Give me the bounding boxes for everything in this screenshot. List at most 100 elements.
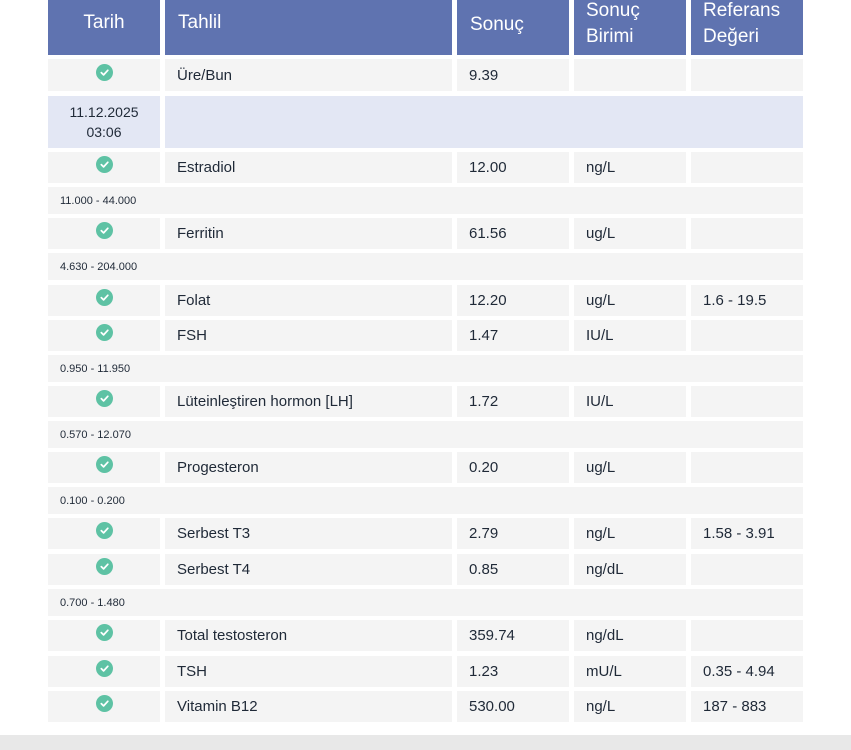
check-circle-icon [95, 456, 113, 473]
test-name: FSH [177, 327, 207, 344]
reference-range-row: 0.700 - 1.480 [48, 589, 803, 616]
status-cell [48, 518, 160, 549]
reference-cell [691, 59, 803, 91]
reference-range-row: 4.630 - 204.000 [48, 253, 803, 280]
reference-value-cell [691, 320, 803, 351]
result-value: 2.79 [469, 525, 499, 542]
date-group-cell: 11.12.2025 03:06 [48, 96, 160, 148]
date-group-date: 11.12.2025 [69, 104, 139, 120]
reference-value-cell [691, 554, 803, 585]
unit-value-cell: IU/L [574, 320, 686, 351]
check-circle-icon [95, 156, 113, 173]
reference-value-cell: 1.58 - 3.91 [691, 518, 803, 549]
unit-value: ug/L [586, 225, 616, 242]
result-value: 1.72 [469, 393, 499, 410]
test-name: Estradiol [177, 159, 236, 176]
test-name-cell: Serbest T3 [165, 518, 452, 549]
result-value-cell: 12.00 [457, 152, 569, 183]
result-value-cell: 61.56 [457, 218, 569, 249]
unit-value: ng/dL [586, 561, 624, 578]
reference-value-cell [691, 620, 803, 651]
reference-range-text: 4.630 - 204.000 [60, 260, 138, 273]
test-name-cell: Ferritin [165, 218, 452, 249]
test-name-cell: Total testosteron [165, 620, 452, 651]
unit-value: ng/L [586, 698, 616, 715]
reference-range-text: 0.950 - 11.950 [60, 362, 131, 375]
check-circle-icon [95, 222, 113, 239]
header-date: Tarih [48, 0, 160, 55]
test-name: TSH [177, 663, 207, 680]
result-value: 0.20 [469, 459, 499, 476]
reference-range-text: 11.000 - 44.000 [60, 194, 137, 207]
result-value-cell: 359.74 [457, 620, 569, 651]
reference-value-cell: 0.35 - 4.94 [691, 656, 803, 687]
unit-cell [574, 59, 686, 91]
test-name: Folat [177, 292, 211, 309]
reference-range-row: 11.000 - 44.000 [48, 187, 803, 214]
result-value-cell: 1.23 [457, 656, 569, 687]
unit-value-cell: ng/dL [574, 620, 686, 651]
test-name: Üre/Bun [177, 66, 233, 84]
unit-value: ng/L [586, 525, 616, 542]
check-circle-icon [95, 624, 113, 641]
unit-value: ug/L [586, 459, 616, 476]
unit-value: ng/dL [586, 627, 624, 644]
reference-value-cell: 1.6 - 19.5 [691, 285, 803, 316]
test-name: Lüteinleştiren hormon [LH] [177, 393, 353, 410]
page-bottom-gray [0, 735, 851, 750]
check-circle-icon [95, 660, 113, 677]
status-cell [48, 452, 160, 483]
result-value: 61.56 [469, 225, 507, 242]
result-value: 12.20 [469, 292, 507, 309]
reference-range-text: 0.100 - 0.200 [60, 494, 125, 507]
test-name: Total testosteron [177, 627, 288, 644]
reference-value-cell [691, 452, 803, 483]
unit-value: IU/L [586, 327, 614, 344]
header-unit: Sonuç Birimi [574, 0, 686, 55]
reference-range-row: 0.570 - 12.070 [48, 421, 803, 448]
reference-range-text: 0.570 - 12.070 [60, 428, 131, 441]
unit-value-cell: IU/L [574, 386, 686, 417]
status-cell [48, 218, 160, 249]
test-name-cell: Serbest T4 [165, 554, 452, 585]
reference-value-cell [691, 386, 803, 417]
result-value: 12.00 [469, 159, 507, 176]
status-cell [48, 656, 160, 687]
unit-value-cell: ng/dL [574, 554, 686, 585]
result-value-cell: 530.00 [457, 691, 569, 722]
header-result: Sonuç [457, 0, 569, 55]
unit-value: ug/L [586, 292, 616, 309]
status-cell [48, 59, 160, 91]
unit-value-cell: ng/L [574, 152, 686, 183]
header-unit-line1: Sonuç [586, 0, 640, 21]
test-name-cell: Folat [165, 285, 452, 316]
test-name-cell: Estradiol [165, 152, 452, 183]
check-circle-icon [95, 390, 113, 407]
unit-value-cell: ug/L [574, 285, 686, 316]
test-name: Serbest T4 [177, 561, 251, 578]
unit-value-cell: ng/L [574, 518, 686, 549]
header-ref-line2: Değeri [703, 26, 759, 47]
header-result-label: Sonuç [470, 13, 524, 35]
result-value: 1.23 [469, 663, 499, 680]
check-circle-icon [95, 558, 113, 575]
reference-range-row: 0.950 - 11.950 [48, 355, 803, 382]
date-group-time: 03:06 [86, 124, 122, 140]
test-name-cell: Vitamin B12 [165, 691, 452, 722]
result-value-cell: 12.20 [457, 285, 569, 316]
reference-value: 1.6 - 19.5 [703, 292, 767, 309]
status-cell [48, 285, 160, 316]
result-value: 0.85 [469, 561, 499, 578]
date-group-fill [165, 96, 803, 148]
reference-value-cell: 187 - 883 [691, 691, 803, 722]
result-value: 359.74 [469, 627, 515, 644]
status-cell [48, 386, 160, 417]
result-value: 9.39 [469, 66, 499, 84]
result-value-cell: 0.85 [457, 554, 569, 585]
result-cell: 9.39 [457, 59, 569, 91]
reference-value-cell [691, 218, 803, 249]
reference-value-cell [691, 152, 803, 183]
test-name-cell: Üre/Bun [165, 59, 452, 91]
result-value: 530.00 [469, 698, 515, 715]
unit-value-cell: ug/L [574, 218, 686, 249]
